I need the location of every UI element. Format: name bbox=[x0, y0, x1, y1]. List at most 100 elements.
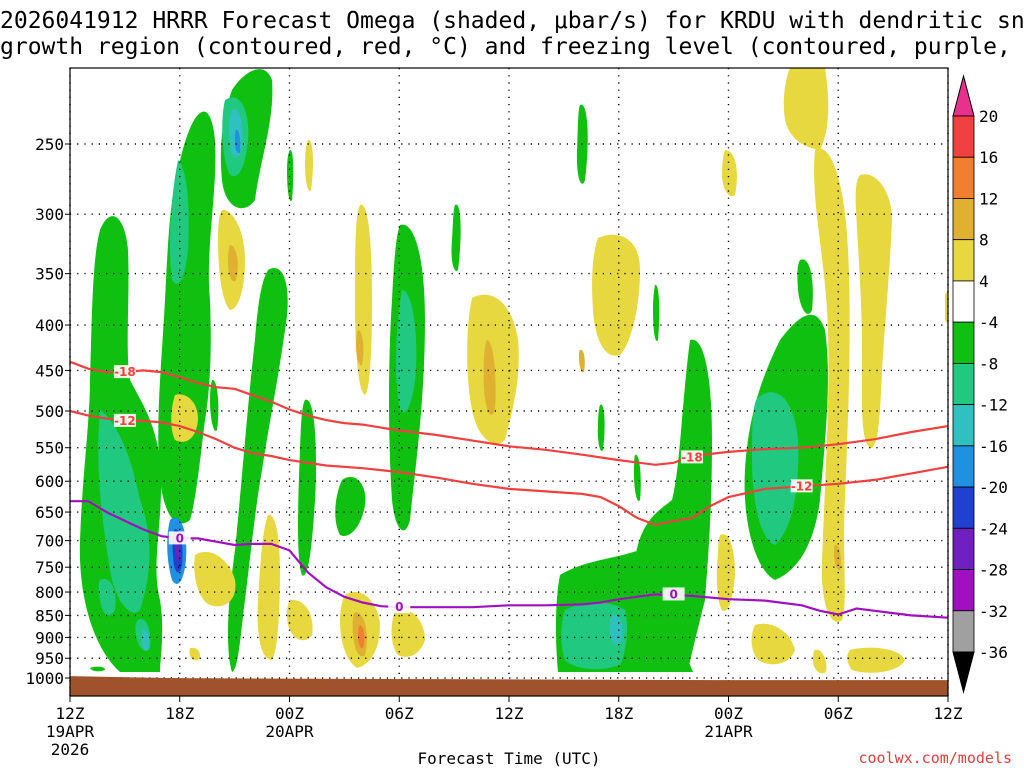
contour-label: 0 bbox=[176, 531, 184, 545]
colorbar-swatch bbox=[952, 486, 975, 529]
omega-region bbox=[945, 290, 948, 325]
colorbar-swatch bbox=[952, 156, 975, 199]
colorbar-swatch bbox=[952, 651, 975, 694]
omega-region bbox=[175, 539, 181, 562]
contour-line bbox=[69, 360, 949, 466]
colorbar-swatch bbox=[952, 569, 975, 612]
colorbar-label: -20 bbox=[979, 478, 1008, 497]
colorbar-label: -36 bbox=[979, 643, 1008, 662]
y-axis: 250 300 350 400 450 500 550 600 650 700 750 800 850 9… bbox=[25, 135, 70, 688]
omega-region bbox=[653, 284, 660, 341]
y-tick-label: 1000 bbox=[25, 669, 64, 688]
y-tick-label: 750 bbox=[35, 558, 64, 577]
omega-region bbox=[257, 514, 280, 660]
colorbar-label: 4 bbox=[979, 272, 989, 291]
omega-region bbox=[592, 234, 640, 356]
y-tick-label: 300 bbox=[35, 205, 64, 224]
contour-label: -18 bbox=[681, 450, 703, 464]
omega-region bbox=[210, 379, 219, 431]
x-tick-label: 00Z bbox=[714, 704, 743, 723]
x-tick-label: 18Z bbox=[165, 704, 194, 723]
omega-region bbox=[834, 544, 841, 571]
colorbar-swatch bbox=[952, 74, 975, 117]
omega-region bbox=[194, 551, 236, 607]
omega-region bbox=[356, 330, 364, 366]
colorbar-swatch bbox=[952, 527, 975, 570]
omega-region bbox=[170, 160, 189, 284]
y-tick-label: 650 bbox=[35, 503, 64, 522]
omega-region bbox=[286, 599, 313, 641]
omega-region bbox=[98, 579, 116, 616]
contour-label-bg bbox=[168, 531, 191, 545]
omega-region bbox=[90, 666, 105, 672]
x-tick-date: 21APR bbox=[704, 722, 753, 741]
y-tick-label: 950 bbox=[35, 649, 64, 668]
contour-label: -18 bbox=[114, 365, 136, 379]
contour-label: -12 bbox=[114, 414, 136, 428]
x-tick-label: 00Z bbox=[275, 704, 304, 723]
omega-region bbox=[483, 340, 496, 415]
x-tick-date: 19APR bbox=[46, 722, 95, 741]
omega-region bbox=[355, 204, 372, 395]
omega-region bbox=[716, 534, 735, 611]
omega-shading bbox=[79, 68, 948, 674]
contour-label: 0 bbox=[395, 600, 403, 614]
y-tick-label: 700 bbox=[35, 532, 64, 551]
colorbar-label: -8 bbox=[979, 354, 998, 373]
colorbar-swatch bbox=[952, 198, 975, 241]
omega-region bbox=[228, 245, 238, 282]
omega-region bbox=[579, 349, 585, 373]
omega-region bbox=[335, 476, 366, 536]
colorbar-swatch bbox=[952, 321, 975, 364]
x-tick-label: 12Z bbox=[934, 704, 963, 723]
colorbar-swatch bbox=[952, 239, 975, 282]
x-axis-label: Forecast Time (UTC) bbox=[417, 749, 600, 768]
omega-region bbox=[189, 647, 201, 661]
omega-region bbox=[783, 68, 829, 150]
contour-label-bg bbox=[790, 479, 813, 493]
colorbar-swatch bbox=[952, 610, 975, 653]
chart-title-line1: 2026041912 HRRR Forecast Omega (shaded, … bbox=[0, 8, 1024, 34]
colorbar-label: -12 bbox=[979, 396, 1008, 415]
x-tick-label: 06Z bbox=[824, 704, 853, 723]
contour-label: -12 bbox=[791, 479, 813, 493]
x-tick-date: 20APR bbox=[265, 722, 314, 741]
omega-region bbox=[847, 647, 905, 673]
omega-region bbox=[298, 399, 317, 576]
y-tick-label: 450 bbox=[35, 361, 64, 380]
colorbar: 20 16 12 8 4 -4 -8 -12 -16 -20 -24 -28 -32 -36 bbox=[952, 74, 1008, 694]
omega-region bbox=[813, 649, 827, 674]
chart-title-line2: growth region (contoured, red, °C) and f… bbox=[0, 34, 1024, 60]
colorbar-swatch bbox=[952, 362, 975, 406]
y-tick-label: 500 bbox=[35, 402, 64, 421]
omega-region bbox=[305, 139, 313, 191]
y-tick-label: 550 bbox=[35, 439, 64, 458]
colorbar-swatch bbox=[952, 115, 975, 158]
x-tick-label: 18Z bbox=[604, 704, 633, 723]
x-tick-label: 12Z bbox=[56, 704, 85, 723]
y-tick-label: 400 bbox=[35, 316, 64, 335]
omega-region bbox=[751, 623, 795, 665]
contour-label-bg bbox=[388, 600, 411, 614]
omega-region bbox=[287, 149, 294, 201]
omega-region bbox=[855, 174, 892, 449]
colorbar-label: 8 bbox=[979, 231, 989, 250]
y-tick-label: 850 bbox=[35, 606, 64, 625]
colorbar-label: 16 bbox=[979, 148, 998, 167]
colorbar-label: -4 bbox=[979, 313, 998, 332]
omega-region bbox=[142, 629, 149, 651]
colorbar-swatch bbox=[952, 280, 975, 323]
omega-region bbox=[752, 392, 799, 545]
y-tick-label: 350 bbox=[35, 265, 64, 284]
contour-label: 0 bbox=[669, 587, 677, 601]
terrain-ground bbox=[70, 676, 948, 696]
contour-line bbox=[69, 409, 949, 527]
y-tick-label: 900 bbox=[35, 628, 64, 647]
contour-label-bg bbox=[113, 413, 136, 427]
colorbar-label: 12 bbox=[979, 189, 998, 208]
y-tick-label: 600 bbox=[35, 472, 64, 491]
omega-region bbox=[396, 290, 417, 413]
omega-region bbox=[722, 150, 737, 197]
